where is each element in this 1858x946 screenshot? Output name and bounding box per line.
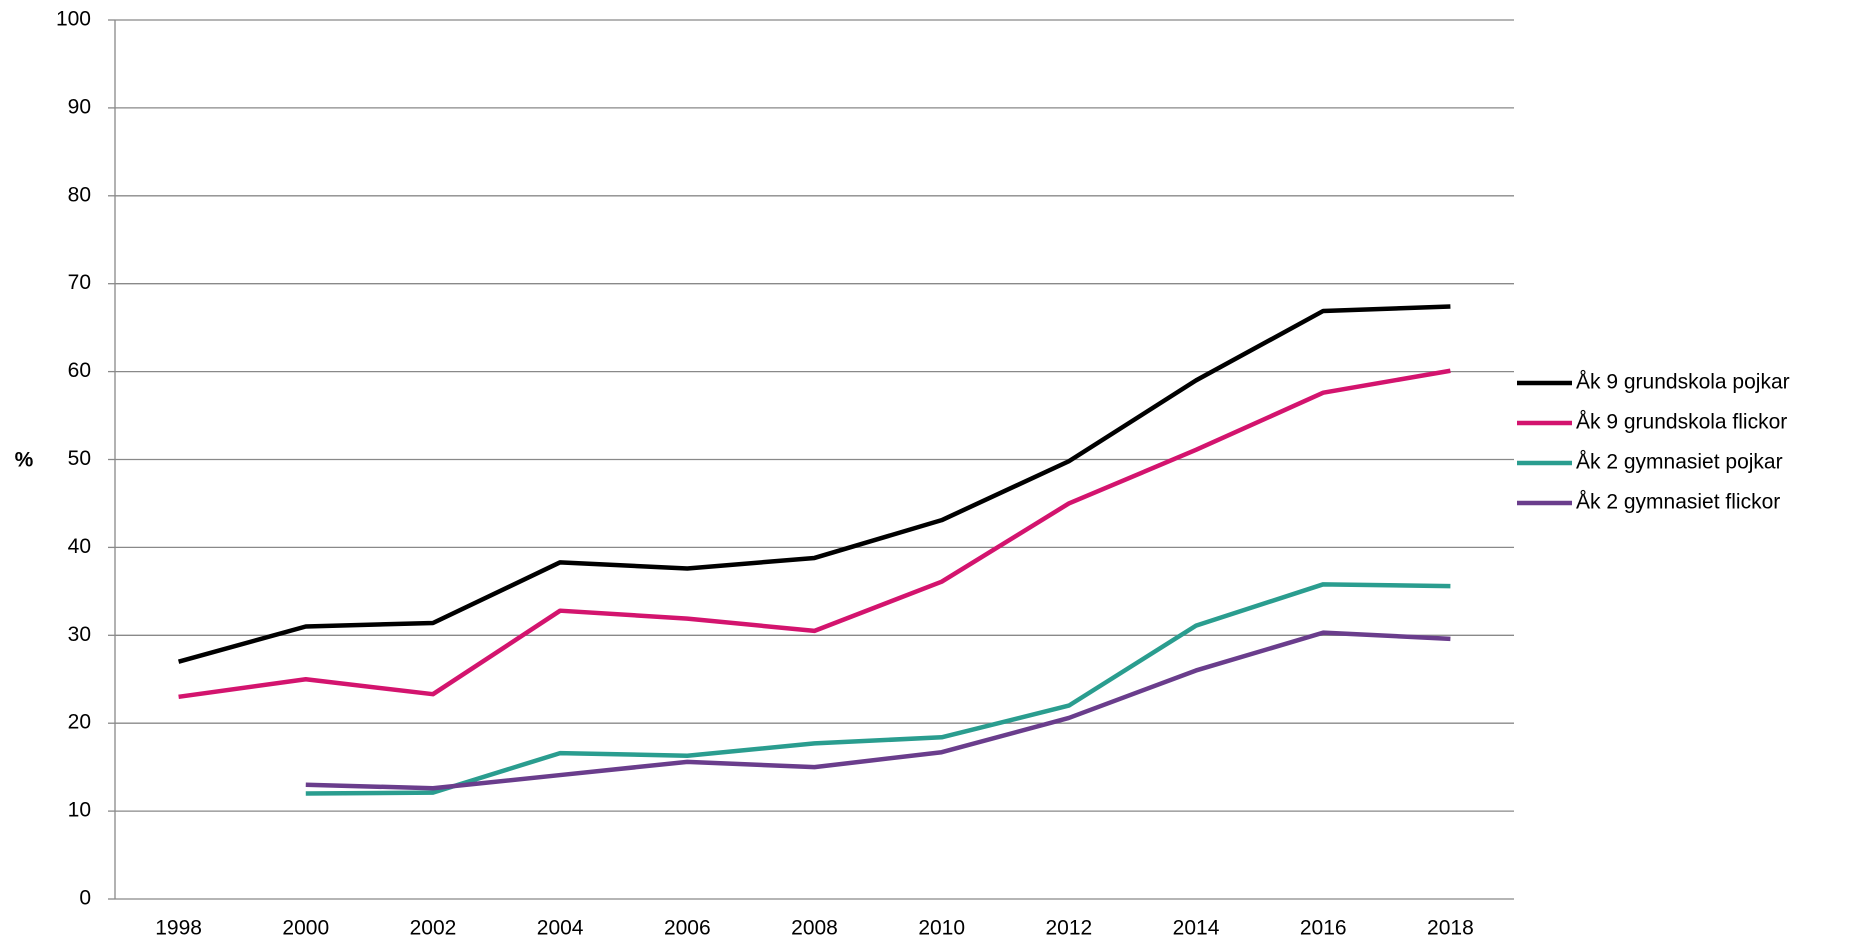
x-tick-label: 2014 [1173, 917, 1220, 940]
series-line [177, 304, 1451, 664]
y-tick-label: 0 [79, 887, 91, 910]
y-tick-label: 80 [68, 183, 91, 206]
y-tick-label: 90 [68, 95, 91, 118]
legend-label: Åk 9 grundskola flickor [1576, 411, 1787, 434]
x-tick-label: 2002 [410, 917, 457, 940]
series-line [305, 630, 1451, 791]
x-tick-label: 2006 [664, 917, 711, 940]
legend-label: Åk 2 gymnasiet pojkar [1576, 451, 1783, 474]
series-line [178, 368, 1451, 700]
y-tick-label: 50 [68, 447, 91, 470]
y-tick-label: 20 [68, 711, 91, 734]
x-tick-label: 2000 [282, 917, 329, 940]
y-axis-label: % [15, 449, 34, 472]
y-tick-label: 70 [68, 271, 91, 294]
legend-label: Åk 2 gymnasiet flickor [1576, 491, 1780, 514]
x-tick-label: 2018 [1427, 917, 1474, 940]
y-tick-label: 40 [68, 535, 91, 558]
y-tick-label: 30 [68, 623, 91, 646]
x-tick-label: 1998 [155, 917, 202, 940]
series-line [305, 582, 1451, 796]
y-tick-label: 60 [68, 359, 91, 382]
x-tick-label: 2010 [918, 917, 965, 940]
y-tick-label: 10 [68, 799, 91, 822]
x-tick-label: 2012 [1046, 917, 1093, 940]
x-tick-label: 2004 [537, 917, 584, 940]
legend-label: Åk 9 grundskola pojkar [1576, 371, 1790, 394]
y-tick-label: 100 [56, 8, 91, 31]
x-tick-label: 2016 [1300, 917, 1347, 940]
x-tick-label: 2008 [791, 917, 838, 940]
